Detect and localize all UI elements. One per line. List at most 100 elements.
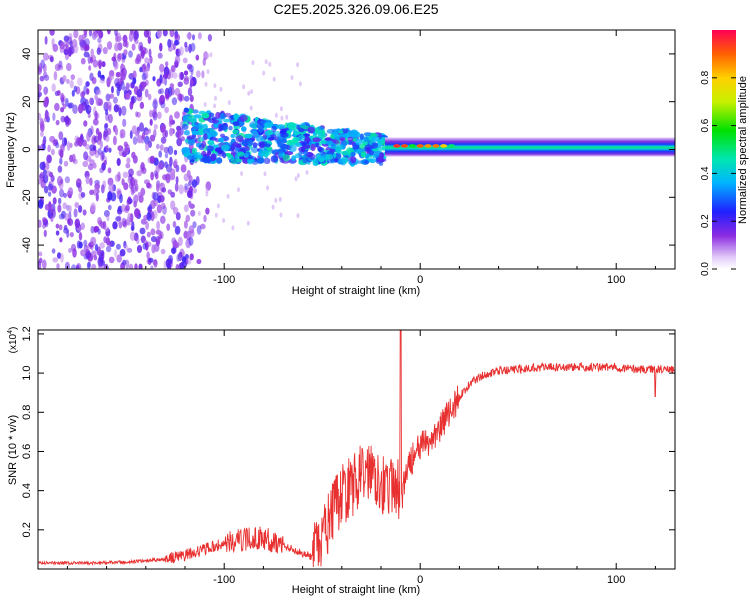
heatmap-cell [52, 43, 59, 53]
heatmap-cell [158, 150, 162, 158]
heatmap-cell [106, 41, 113, 50]
heatmap-cell [124, 204, 130, 212]
heatmap-cell [264, 143, 271, 148]
heatmap-cell [193, 114, 202, 119]
heatmap-cell [246, 220, 250, 226]
heatmap-cell [278, 148, 284, 154]
heatmap-cells [38, 30, 675, 269]
heatmap-cell [303, 133, 311, 138]
heatmap-cell [215, 111, 221, 119]
spectrogram-y-tick-label: 0 [21, 146, 33, 152]
heatmap-cell [149, 118, 153, 126]
heatmap-cell [267, 129, 274, 136]
heatmap-cell [134, 208, 140, 218]
heatmap-cell [211, 119, 219, 124]
heatmap-cell [262, 70, 266, 76]
heatmap-cell [67, 36, 73, 45]
heatmap-cell [52, 112, 56, 122]
heatmap-cell [104, 123, 108, 130]
heatmap-cell [59, 149, 64, 159]
heatmap-cell [42, 174, 49, 184]
heatmap-cell [92, 145, 97, 151]
snr-panel: -100 0 100 0.2 0.4 0.6 0.8 1.0 1.2 Height of str… [7, 326, 676, 596]
heatmap-cell [55, 223, 60, 229]
heatmap-cell [52, 257, 59, 263]
heatmap-cell [74, 218, 81, 229]
heatmap-cell [92, 59, 99, 68]
heatmap-cell [293, 131, 300, 136]
heatmap-cell [197, 211, 201, 216]
heatmap-cell [136, 89, 143, 98]
snr-y-tick-label: 0.8 [21, 405, 33, 420]
heatmap-cell [38, 265, 42, 269]
heatmap-cell [207, 150, 212, 156]
heatmap-cell [298, 150, 303, 158]
heatmap-cell [78, 103, 84, 114]
heatmap-cell [136, 135, 143, 144]
heatmap-cell [169, 72, 174, 79]
heatmap-cell [80, 91, 85, 98]
heatmap-cell [128, 50, 133, 58]
heatmap-cell [157, 111, 162, 120]
heatmap-cell [62, 202, 67, 210]
spectrogram-ticks: -100 0 100 -40 -20 0 20 40 [21, 30, 675, 286]
heatmap-cell [100, 151, 104, 162]
heatmap-cell [188, 180, 192, 187]
heatmap-cell [222, 218, 226, 223]
heatmap-cell [144, 135, 150, 145]
heatmap-cell [140, 81, 147, 88]
heatmap-cell [122, 171, 129, 178]
snr-y-axis-label: SNR (10 * v/v) [7, 415, 19, 485]
heatmap-cell [276, 124, 286, 129]
heatmap-cell [86, 131, 91, 142]
heatmap-cell [164, 129, 168, 138]
heatmap-cell [307, 126, 315, 134]
heatmap-cell [244, 152, 249, 158]
heatmap-cell [247, 139, 254, 146]
heatmap-cell [221, 144, 230, 152]
snr-y-scale-factor: (x104) [7, 327, 19, 354]
heatmap-cell [157, 161, 164, 171]
heatmap-cell [183, 220, 188, 229]
heatmap-cell [105, 93, 111, 102]
snr-x-axis-label: Height of straight line (km) [292, 584, 420, 596]
heatmap-cell [302, 156, 308, 164]
colorbar-tick-label: 0.8 [700, 70, 711, 84]
heatmap-cell [126, 157, 131, 164]
heatmap-cell [206, 69, 210, 75]
heatmap-cell [93, 254, 98, 261]
heatmap-cell [50, 216, 54, 222]
heatmap-cell [197, 32, 202, 40]
heatmap-cell [165, 61, 169, 67]
heatmap-cell [255, 134, 264, 142]
heatmap-cell [73, 30, 79, 39]
heatmap-cell [183, 107, 189, 113]
heatmap-cell [393, 144, 401, 148]
heatmap-cell [159, 88, 164, 95]
heatmap-cell [188, 138, 195, 146]
heatmap-cell [237, 151, 245, 157]
heatmap-cell [231, 225, 235, 231]
heatmap-cell [97, 70, 102, 78]
heatmap-cell [338, 157, 348, 164]
heatmap-cell [279, 212, 283, 218]
heatmap-cell [129, 130, 133, 139]
heatmap-cell [149, 55, 153, 64]
heatmap-cell [264, 59, 268, 65]
heatmap-cell [152, 259, 158, 266]
heatmap-cell [350, 156, 357, 164]
heatmap-cell [312, 159, 319, 167]
heatmap-cell [52, 197, 57, 205]
heatmap-cell [159, 231, 164, 240]
heatmap-cell [140, 218, 147, 225]
heatmap-cell [183, 130, 190, 136]
heatmap-cell [51, 148, 55, 156]
heatmap-cell [43, 99, 49, 108]
heatmap-cell [39, 173, 45, 179]
heatmap-cell [88, 106, 92, 112]
heatmap-cell [178, 71, 184, 81]
heatmap-cell [235, 135, 244, 143]
heatmap-cell [177, 236, 183, 247]
heatmap-cell [40, 59, 45, 69]
heatmap-cell [272, 76, 276, 82]
